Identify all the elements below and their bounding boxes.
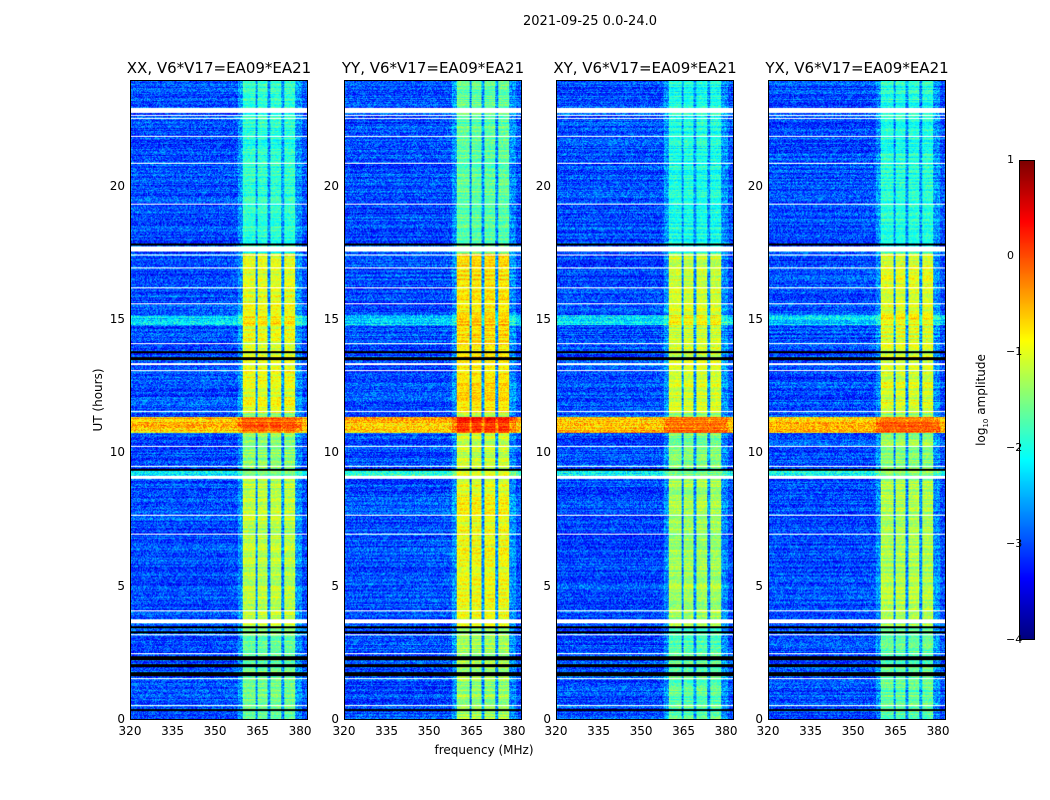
y-tick-label: 5 [331, 578, 339, 593]
spectrogram-panel [556, 80, 734, 720]
x-tick-label: 335 [161, 724, 184, 738]
x-tick-label: 320 [544, 724, 568, 738]
x-tick-label: 320 [118, 724, 142, 738]
x-tick-label: 350 [629, 724, 653, 738]
panel-title: YY, V6*V17=EA09*EA21 [341, 59, 525, 77]
y-tick-label: 0 [755, 712, 763, 726]
y-tick-label: 5 [755, 578, 763, 593]
y-tick-label: 20 [747, 178, 763, 193]
x-tick-label: 335 [799, 724, 822, 738]
y-tick-label: 10 [109, 445, 125, 460]
y-tick-label: 15 [747, 312, 763, 326]
y-tick-label: 20 [323, 178, 339, 193]
y-tick-label: 5 [543, 578, 551, 593]
x-tick-label: 380 [714, 724, 738, 738]
colorbar-tick-label: −3 [1006, 537, 1023, 550]
panel-title: XY, V6*V17=EA09*EA21 [553, 59, 737, 77]
x-tick-label: 350 [417, 724, 441, 738]
y-tick-label: 15 [323, 312, 339, 326]
x-tick-label: 380 [926, 724, 950, 738]
colorbar-tick-label: 0 [1007, 249, 1014, 262]
x-tick-label: 365 [246, 724, 269, 738]
y-tick-label: 10 [323, 445, 339, 460]
x-tick-label: 320 [332, 724, 356, 738]
y-tick-label: 15 [109, 312, 125, 326]
colorbar-tick-label: 1 [1007, 153, 1014, 166]
y-tick-label: 20 [109, 178, 125, 193]
x-tick-label: 335 [587, 724, 610, 738]
spectrogram-panel [344, 80, 522, 720]
y-axis-label: UT (hours) [91, 368, 105, 432]
x-axis-label: frequency (MHz) [434, 743, 534, 757]
figure-title: 2021-09-25 0.0-24.0 [523, 14, 657, 29]
spectrogram-panel [768, 80, 946, 720]
panel-title: XX, V6*V17=EA09*EA21 [126, 59, 312, 77]
y-tick-label: 0 [117, 712, 125, 726]
x-tick-label: 335 [375, 724, 398, 738]
colorbar [1019, 160, 1035, 640]
y-tick-label: 15 [535, 312, 551, 326]
spectrogram-panel [130, 80, 308, 720]
x-tick-label: 380 [288, 724, 312, 738]
x-tick-label: 350 [841, 724, 865, 738]
y-tick-label: 5 [117, 578, 125, 593]
colorbar-tick-label: −1 [1006, 345, 1023, 358]
panel-title: YX, V6*V17=EA09*EA21 [765, 59, 949, 77]
x-tick-label: 365 [884, 724, 907, 738]
colorbar-tick-label: −4 [1006, 633, 1023, 646]
y-tick-label: 20 [535, 178, 551, 193]
x-tick-label: 350 [203, 724, 227, 738]
x-tick-label: 365 [460, 724, 483, 738]
y-tick-label: 10 [535, 445, 551, 460]
x-tick-label: 380 [502, 724, 526, 738]
y-tick-label: 0 [543, 712, 551, 726]
x-tick-label: 320 [756, 724, 780, 738]
colorbar-label: log10 amplitude [973, 354, 991, 446]
y-tick-label: 0 [331, 712, 339, 726]
colorbar-tick-label: −2 [1006, 441, 1023, 454]
y-tick-label: 10 [747, 445, 763, 460]
x-tick-label: 365 [672, 724, 695, 738]
